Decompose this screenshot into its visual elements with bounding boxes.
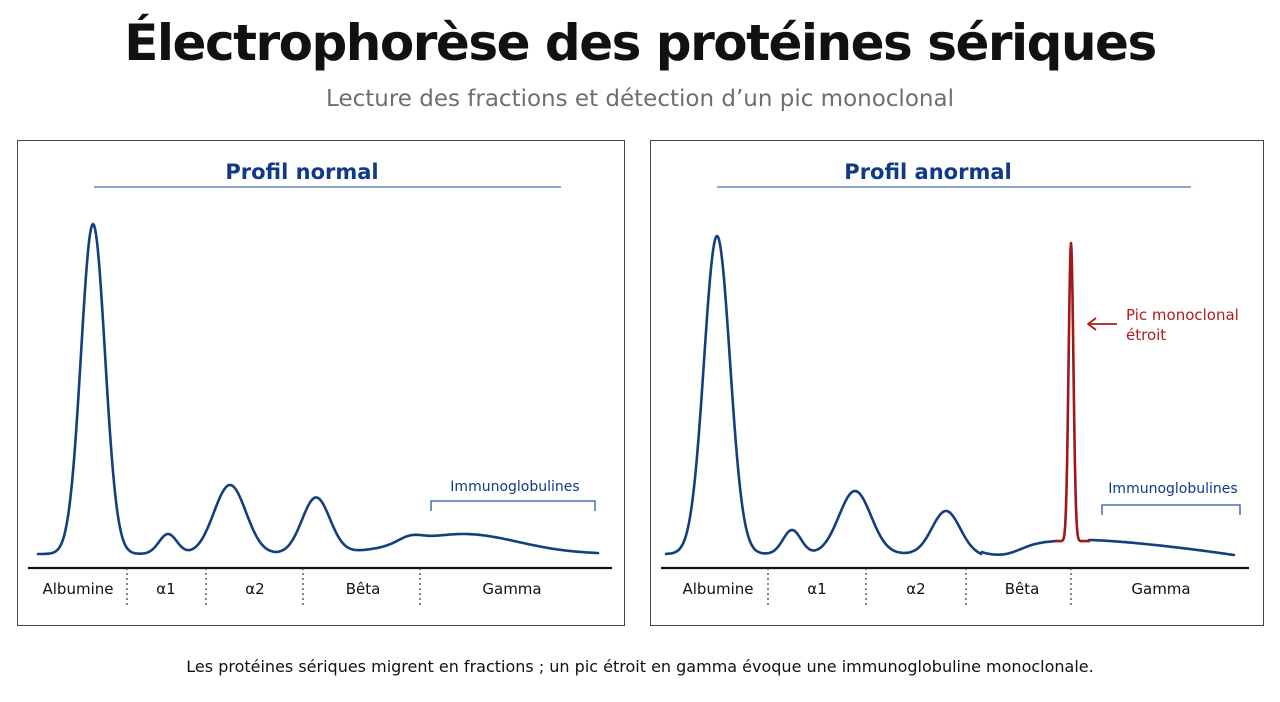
immunoglobulins-bracket	[1101, 504, 1241, 515]
immunoglobulins-label: Immunoglobulines	[1108, 481, 1237, 497]
fraction-label-albumine: Albumine	[683, 580, 754, 598]
immunoglobulins-bracket	[430, 500, 596, 511]
fraction-label-gamma: Gamma	[482, 580, 541, 598]
abnormal-profile-diagram: Profil anormal Immunoglobulines Pic mono…	[661, 160, 1249, 605]
footer-caption: Les protéines sériques migrent en fracti…	[186, 657, 1094, 676]
fraction-label-beta: Bêta	[1005, 580, 1040, 598]
fraction-label-albumine: Albumine	[43, 580, 114, 598]
fraction-label-beta: Bêta	[346, 580, 381, 598]
fraction-label-alpha1: α1	[807, 580, 826, 598]
fraction-label-gamma: Gamma	[1131, 580, 1190, 598]
fraction-label-alpha2: α2	[245, 580, 264, 598]
normal-profile-diagram: Profil normal Immunoglobulines Albumine …	[28, 160, 612, 605]
panel-abnormal-profile: Profil anormal Immunoglobulines Pic mono…	[650, 140, 1264, 626]
electrophoresis-curve-abnormal	[664, 234, 1058, 556]
panel-title-normal: Profil normal	[225, 160, 378, 184]
annotation-monoclonal-line2: étroit	[1126, 326, 1166, 344]
monoclonal-peak	[1054, 241, 1091, 543]
annotation-monoclonal-line1: Pic monoclonal	[1126, 306, 1239, 324]
page-title: Électrophorèse des protéines sériques	[124, 14, 1157, 72]
fraction-label-alpha1: α1	[156, 580, 175, 598]
electrophoresis-curve-normal	[36, 222, 600, 556]
page-subtitle: Lecture des fractions et détection d’un …	[326, 86, 954, 112]
panel-title-abnormal: Profil anormal	[844, 160, 1011, 184]
arrow-left-icon	[1087, 317, 1117, 331]
fraction-label-alpha2: α2	[906, 580, 925, 598]
panel-normal-profile: Profil normal Immunoglobulines Albumine …	[17, 140, 625, 626]
electrophoresis-curve-abnormal-tail	[1087, 538, 1236, 557]
immunoglobulins-label: Immunoglobulines	[450, 479, 579, 495]
